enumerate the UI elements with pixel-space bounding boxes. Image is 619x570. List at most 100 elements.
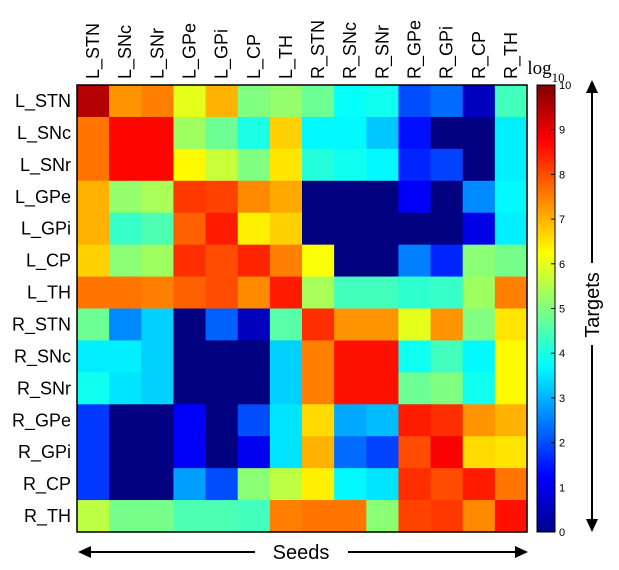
heatmap-cell-L_TH-R_SNr bbox=[366, 276, 400, 310]
heatmap-cell-R_TH-L_TH bbox=[269, 500, 303, 533]
heatmap-cell-L_GPi-L_GPi bbox=[205, 212, 239, 246]
x-tick-R_TH: R_TH bbox=[501, 32, 522, 79]
heatmap-cell-R_SNr-L_GPe bbox=[173, 372, 207, 405]
heatmap-cell-R_STN-R_SNc bbox=[334, 308, 367, 342]
x-tick-L_SNr: L_SNr bbox=[147, 28, 168, 79]
heatmap-cell-R_SNc-L_TH bbox=[269, 340, 303, 373]
heatmap-cell-L_GPe-L_GPe bbox=[173, 180, 207, 214]
heatmap-cell-L_GPi-R_STN bbox=[302, 212, 335, 246]
colorbar-tick-label-8: 8 bbox=[559, 169, 565, 181]
heatmap-cell-L_GPe-L_SNc bbox=[109, 180, 142, 214]
heatmap-cell-R_GPi-L_STN bbox=[77, 436, 110, 469]
heatmap-cell-L_TH-R_GPi bbox=[430, 276, 464, 310]
heatmap-cell-L_SNc-R_STN bbox=[302, 116, 335, 150]
heatmap-cell-R_CP-R_SNc bbox=[334, 468, 367, 501]
heatmap-cell-R_GPe-R_TH bbox=[494, 404, 528, 437]
heatmap-cell-R_GPi-R_SNc bbox=[334, 436, 367, 469]
heatmap-cell-R_STN-R_CP bbox=[462, 308, 496, 342]
heatmap-cell-R_SNr-L_GPi bbox=[205, 372, 239, 405]
heatmap-cell-R_TH-R_GPi bbox=[430, 500, 464, 533]
heatmap-cell-R_GPi-L_SNc bbox=[109, 436, 142, 469]
heatmap-cell-R_TH-L_CP bbox=[237, 500, 271, 533]
heatmap-cell-R_CP-R_CP bbox=[462, 468, 496, 501]
heatmap-cell-R_TH-L_SNc bbox=[109, 500, 142, 533]
heatmap-cell-L_SNc-R_SNc bbox=[334, 116, 367, 150]
y-tick-L_TH: L_TH bbox=[27, 283, 71, 304]
heatmap-cell-R_SNr-L_TH bbox=[269, 372, 303, 405]
heatmap-cell-L_CP-R_CP bbox=[462, 244, 496, 278]
x-tick-R_CP: R_CP bbox=[469, 31, 490, 79]
heatmap-cell-R_STN-R_GPe bbox=[398, 308, 432, 342]
heatmap-cell-L_STN-R_GPe bbox=[398, 85, 432, 118]
heatmap-cell-L_STN-R_STN bbox=[302, 85, 335, 118]
colorbar-label: log10 bbox=[527, 58, 564, 85]
heatmap-cell-L_STN-L_SNr bbox=[141, 85, 175, 118]
heatmap-cell-L_TH-R_STN bbox=[302, 276, 335, 310]
heatmap-cell-R_SNc-R_SNr bbox=[366, 340, 400, 373]
heatmap-cell-L_CP-R_STN bbox=[302, 244, 335, 278]
heatmap-cell-L_SNr-L_GPe bbox=[173, 148, 207, 182]
heatmap-cell-L_GPi-L_SNc bbox=[109, 212, 142, 246]
colorbar-tick-label-9: 9 bbox=[559, 125, 565, 137]
heatmap-cell-R_CP-L_GPi bbox=[205, 468, 239, 501]
y-tick-R_SNc: R_SNc bbox=[14, 346, 71, 367]
colorbar-tick-label-3: 3 bbox=[559, 393, 565, 405]
x-tick-L_SNc: L_SNc bbox=[115, 25, 136, 79]
colorbar-tick-label-5: 5 bbox=[559, 304, 565, 316]
heatmap-cell-L_SNc-L_SNr bbox=[141, 116, 175, 150]
x-tick-R_STN: R_STN bbox=[308, 20, 329, 79]
heatmap-cell-L_CP-R_TH bbox=[494, 244, 528, 278]
heatmap-cell-R_STN-R_TH bbox=[494, 308, 528, 342]
heatmap-cell-L_TH-L_STN bbox=[77, 276, 110, 310]
y-tick-R_TH: R_TH bbox=[24, 506, 71, 527]
y-tick-L_STN: L_STN bbox=[15, 91, 71, 112]
heatmap-cell-L_GPe-R_GPi bbox=[430, 180, 464, 214]
heatmap-cell-R_SNc-L_STN bbox=[77, 340, 110, 373]
heatmap-cell-R_GPe-L_SNr bbox=[141, 404, 175, 437]
heatmap-cell-R_CP-L_GPe bbox=[173, 468, 207, 501]
heatmap-cell-R_TH-L_GPi bbox=[205, 500, 239, 533]
heatmap-cell-R_GPi-R_GPe bbox=[398, 436, 432, 469]
heatmap-frame bbox=[76, 84, 528, 533]
y-tick-labels: L_STN L_SNc L_SNr L_GPe L_GPi L_CP L_TH R_STN R_… bbox=[12, 91, 71, 527]
heatmap-cell-L_SNr-R_GPi bbox=[430, 148, 464, 182]
heatmap-cell-R_STN-L_CP bbox=[237, 308, 271, 342]
x-tick-labels: L_STN L_SNc L_SNr L_GPe L_GPi L_CP L_TH R_STN R_… bbox=[83, 20, 522, 79]
heatmap-cell-L_CP-L_STN bbox=[77, 244, 110, 278]
heatmap-cell-R_CP-L_SNr bbox=[141, 468, 175, 501]
heatmap-cell-L_GPe-R_CP bbox=[462, 180, 496, 214]
heatmap-cell-L_TH-L_TH bbox=[269, 276, 303, 310]
heatmap-cell-R_SNc-L_SNc bbox=[109, 340, 142, 373]
heatmap-cell-L_SNr-R_STN bbox=[302, 148, 335, 182]
heatmap-cell-R_CP-R_TH bbox=[494, 468, 528, 501]
heatmap-cell-L_TH-L_GPi bbox=[205, 276, 239, 310]
heatmap-cell-L_STN-R_CP bbox=[462, 85, 496, 118]
heatmap-cell-R_GPe-L_SNc bbox=[109, 404, 142, 437]
heatmap-cell-R_GPi-R_SNr bbox=[366, 436, 400, 469]
heatmap-cell-L_SNr-L_GPi bbox=[205, 148, 239, 182]
heatmap-cell-R_CP-R_GPi bbox=[430, 468, 464, 501]
heatmap-cell-L_GPi-R_GPi bbox=[430, 212, 464, 246]
colorbar-tick-label-1: 1 bbox=[559, 482, 565, 494]
heatmap-cell-L_TH-L_GPe bbox=[173, 276, 207, 310]
heatmap-cell-R_CP-L_TH bbox=[269, 468, 303, 501]
heatmap-cell-L_GPe-L_STN bbox=[77, 180, 110, 214]
heatmap-cell-L_GPi-L_GPe bbox=[173, 212, 207, 246]
heatmap-cell-L_SNr-L_TH bbox=[269, 148, 303, 182]
heatmap-cell-L_STN-L_SNc bbox=[109, 85, 142, 118]
heatmap-cell-L_TH-L_SNc bbox=[109, 276, 142, 310]
colorbar-tick-label-7: 7 bbox=[559, 214, 565, 226]
heatmap-cell-L_TH-R_GPe bbox=[398, 276, 432, 310]
heatmap-cell-L_SNc-L_GPe bbox=[173, 116, 207, 150]
heatmap-cell-R_TH-R_GPe bbox=[398, 500, 432, 533]
heatmap-cell-L_SNc-L_GPi bbox=[205, 116, 239, 150]
heatmap-cell-L_SNr-L_STN bbox=[77, 148, 110, 182]
targets-arrow bbox=[586, 80, 598, 532]
x-tick-R_GPe: R_GPe bbox=[405, 20, 426, 79]
heatmap-cell-L_CP-L_GPe bbox=[173, 244, 207, 278]
heatmap-cell-R_SNr-R_GPi bbox=[430, 372, 464, 405]
heatmap-cell-R_SNc-R_CP bbox=[462, 340, 496, 373]
heatmap-cell-R_CP-R_GPe bbox=[398, 468, 432, 501]
heatmap-cell-R_SNr-L_SNr bbox=[141, 372, 175, 405]
y-tick-L_GPi: L_GPi bbox=[21, 219, 71, 240]
